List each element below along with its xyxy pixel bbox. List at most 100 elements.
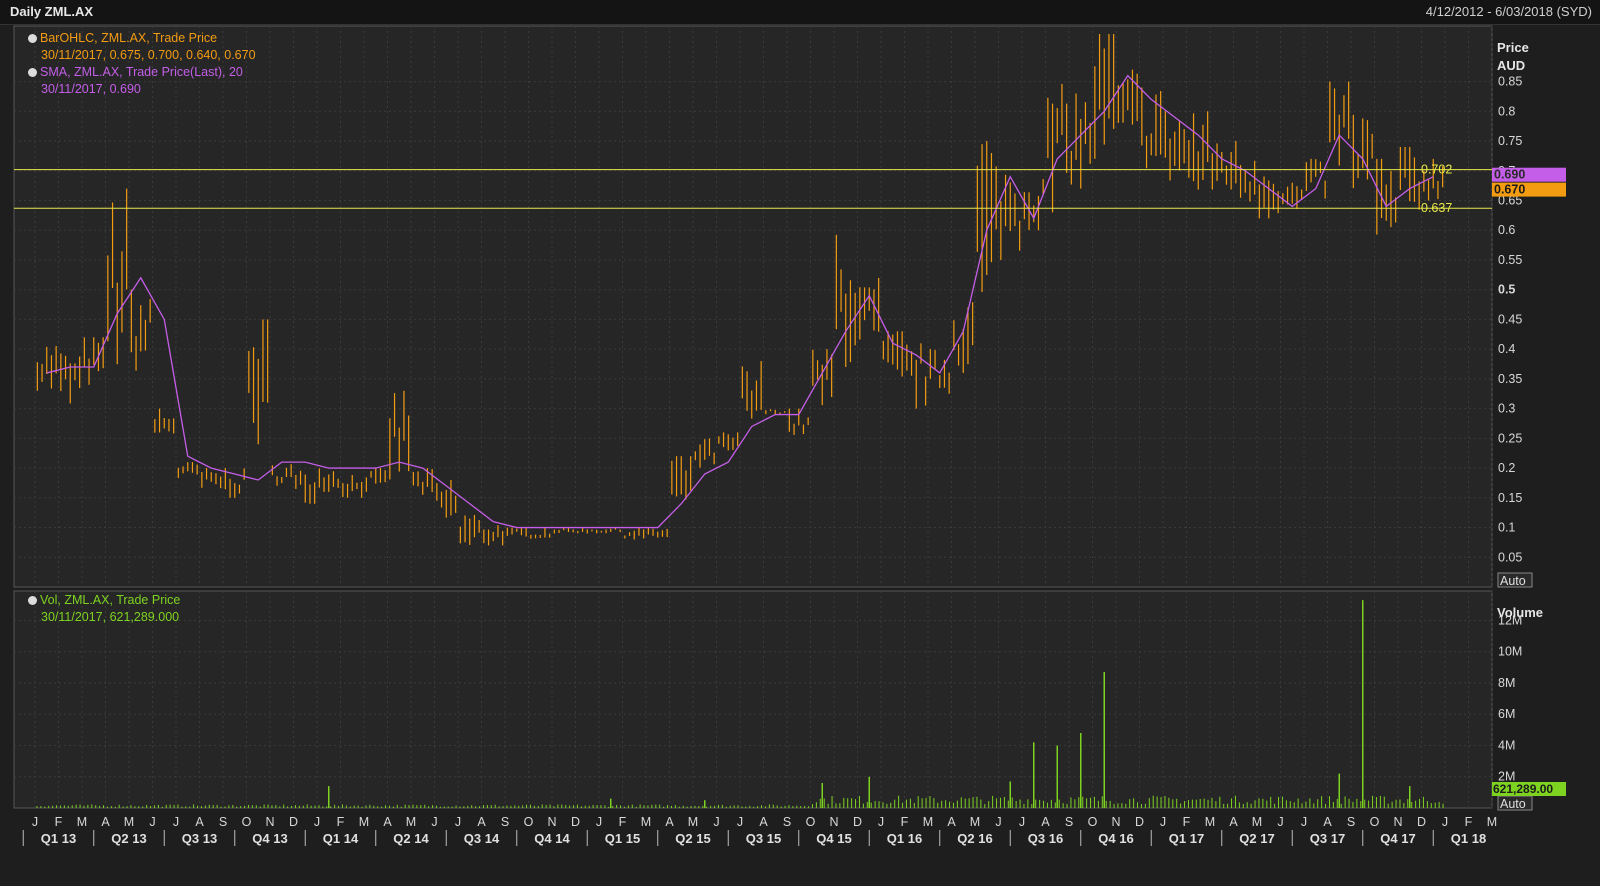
x-month-label: J	[173, 815, 179, 829]
x-month-label: D	[1417, 815, 1426, 829]
price-auto-label: Auto	[1500, 574, 1526, 588]
volume-auto-label: Auto	[1500, 797, 1526, 811]
x-month-label: J	[314, 815, 320, 829]
x-month-label: O	[524, 815, 534, 829]
x-month-label: M	[688, 815, 698, 829]
x-quarter-label: Q3 16	[1028, 831, 1063, 846]
volume-tick-label: 12M	[1498, 613, 1522, 627]
legend-toggle-icon[interactable]	[28, 34, 37, 43]
x-month-label: A	[1323, 815, 1332, 829]
x-quarter-label: Q2 13	[111, 831, 146, 846]
reference-line-label: 0.702	[1421, 163, 1452, 177]
legend-toggle-icon[interactable]	[28, 68, 37, 77]
volume-plot-area	[13, 590, 1493, 809]
x-month-label: J	[1160, 815, 1166, 829]
x-month-label: A	[1229, 815, 1238, 829]
date-range[interactable]: 4/12/2012 - 6/03/2018 (SYD)	[1425, 4, 1592, 19]
x-month-label: O	[242, 815, 252, 829]
last-value-label: 0.670	[1494, 183, 1525, 197]
volume-tick-label: 8M	[1498, 676, 1515, 690]
x-month-label: M	[406, 815, 416, 829]
x-month-label: N	[829, 815, 838, 829]
x-month-label: J	[995, 815, 1001, 829]
x-month-label: A	[477, 815, 486, 829]
x-quarter-label: Q2 15	[675, 831, 710, 846]
price-tick-label: 0.55	[1498, 253, 1522, 267]
x-month-label: J	[878, 815, 884, 829]
x-quarter-label: Q4 15	[816, 831, 851, 846]
price-tick-label: 0.1	[1498, 521, 1515, 535]
x-month-label: S	[1065, 815, 1073, 829]
ohlc-legend-value: 30/11/2017, 0.675, 0.700, 0.640, 0.670	[41, 48, 256, 62]
price-axis-unit: AUD	[1497, 58, 1525, 73]
reference-line-label: 0.637	[1421, 201, 1452, 215]
x-quarter-label: Q3 17	[1310, 831, 1345, 846]
x-month-label: S	[1347, 815, 1355, 829]
x-quarter-label: Q2 14	[393, 831, 429, 846]
x-month-label: M	[1252, 815, 1262, 829]
price-tick-label: 0.05	[1498, 550, 1522, 564]
x-month-label: A	[101, 815, 110, 829]
x-quarter-label: Q2 16	[957, 831, 992, 846]
chart-title: Daily ZML.AX	[10, 4, 94, 19]
volume-series	[36, 600, 1444, 808]
x-month-label: A	[665, 815, 674, 829]
price-tick-label: 0.45	[1498, 312, 1522, 326]
x-month-label: J	[737, 815, 743, 829]
x-quarter-label: Q1 13	[41, 831, 76, 846]
price-legend: BarOHLC, ZML.AX, Trade Price 30/11/2017,…	[28, 30, 256, 98]
last-value-marker	[1492, 167, 1566, 182]
x-axis-band	[0, 810, 1600, 860]
x-month-label: N	[547, 815, 556, 829]
x-month-label: A	[383, 815, 392, 829]
x-month-label: J	[431, 815, 437, 829]
x-quarter-label: Q4 13	[252, 831, 287, 846]
price-tick-label: 0.3	[1498, 402, 1515, 416]
volume-legend-name[interactable]: Vol, ZML.AX, Trade Price	[40, 593, 181, 607]
x-month-label: O	[1088, 815, 1098, 829]
x-quarter-label: Q4 17	[1380, 831, 1415, 846]
x-month-label: M	[124, 815, 134, 829]
x-month-label: A	[195, 815, 204, 829]
price-auto-button[interactable]	[1497, 572, 1533, 588]
x-month-label: J	[1277, 815, 1283, 829]
price-tick-label: 0.35	[1498, 372, 1522, 386]
x-quarter-label: Q3 14	[464, 831, 500, 846]
sma-line	[46, 74, 1434, 529]
x-month-label: O	[1370, 815, 1380, 829]
sma-legend-value: 30/11/2017, 0.690	[41, 82, 141, 96]
x-quarter-label: Q2 17	[1239, 831, 1274, 846]
x-quarter-label: Q1 16	[887, 831, 922, 846]
volume-tick-label: 10M	[1498, 645, 1522, 659]
x-month-label: J	[455, 815, 461, 829]
volume-legend: Vol, ZML.AX, Trade Price 30/11/2017, 621…	[28, 592, 180, 626]
x-month-label: J	[1442, 815, 1448, 829]
x-month-label: D	[853, 815, 862, 829]
ohlc-legend-name[interactable]: BarOHLC, ZML.AX, Trade Price	[40, 31, 218, 45]
x-month-label: D	[289, 815, 298, 829]
volume-last-marker	[1492, 782, 1566, 796]
x-month-label: F	[1183, 815, 1191, 829]
sma-legend-name[interactable]: SMA, ZML.AX, Trade Price(Last), 20	[40, 65, 243, 79]
x-month-label: O	[806, 815, 816, 829]
x-month-label: F	[619, 815, 627, 829]
x-quarter-label: Q3 13	[182, 831, 217, 846]
x-month-label: N	[1393, 815, 1402, 829]
x-month-label: D	[571, 815, 580, 829]
x-month-label: D	[1135, 815, 1144, 829]
chart-header: Daily ZML.AX 4/12/2012 - 6/03/2018 (SYD)	[0, 0, 1600, 25]
x-month-label: J	[713, 815, 719, 829]
x-month-label: M	[1205, 815, 1215, 829]
legend-toggle-icon[interactable]	[28, 596, 37, 605]
volume-axis-title: Volume	[1497, 605, 1543, 620]
x-month-label: S	[501, 815, 509, 829]
x-month-label: M	[641, 815, 651, 829]
x-month-label: J	[1301, 815, 1307, 829]
price-tick-label: 0.65	[1498, 193, 1522, 207]
x-month-label: J	[596, 815, 602, 829]
last-value-marker	[1492, 182, 1566, 197]
x-month-label: M	[970, 815, 980, 829]
x-quarter-label: Q1 17	[1169, 831, 1204, 846]
x-quarter-label: Q4 16	[1098, 831, 1133, 846]
